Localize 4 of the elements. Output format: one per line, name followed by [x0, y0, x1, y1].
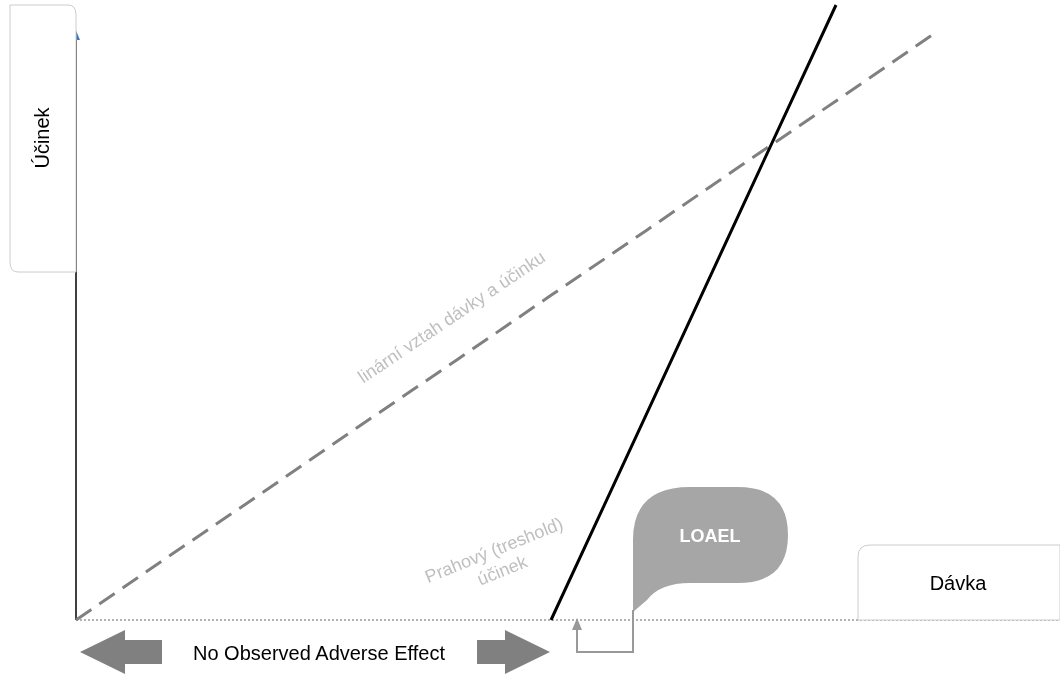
- y-axis-title: Účinek: [31, 106, 53, 169]
- text: No Observed Adverse Effect: [193, 642, 446, 664]
- annotation: LOAEL: [679, 526, 741, 546]
- x-axis-title: Dávka: [929, 572, 988, 594]
